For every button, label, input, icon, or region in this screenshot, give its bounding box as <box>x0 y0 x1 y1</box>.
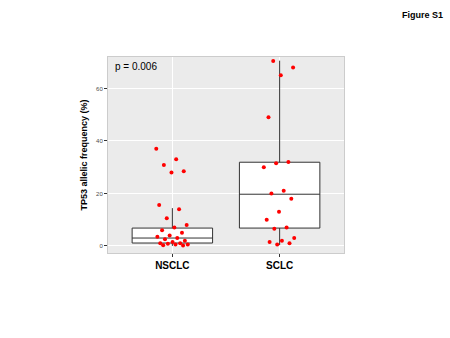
svg-text:Figure S1: Figure S1 <box>402 10 443 20</box>
svg-text:60: 60 <box>96 86 103 92</box>
svg-text:SCLC: SCLC <box>266 260 293 271</box>
svg-text:p = 0.006: p = 0.006 <box>115 61 157 72</box>
svg-text:20: 20 <box>96 191 103 197</box>
svg-text:TP53 allelic frequency (%): TP53 allelic frequency (%) <box>79 99 89 210</box>
svg-text:0: 0 <box>99 243 103 249</box>
svg-text:NSCLC: NSCLC <box>155 260 189 271</box>
svg-text:40: 40 <box>96 138 103 144</box>
